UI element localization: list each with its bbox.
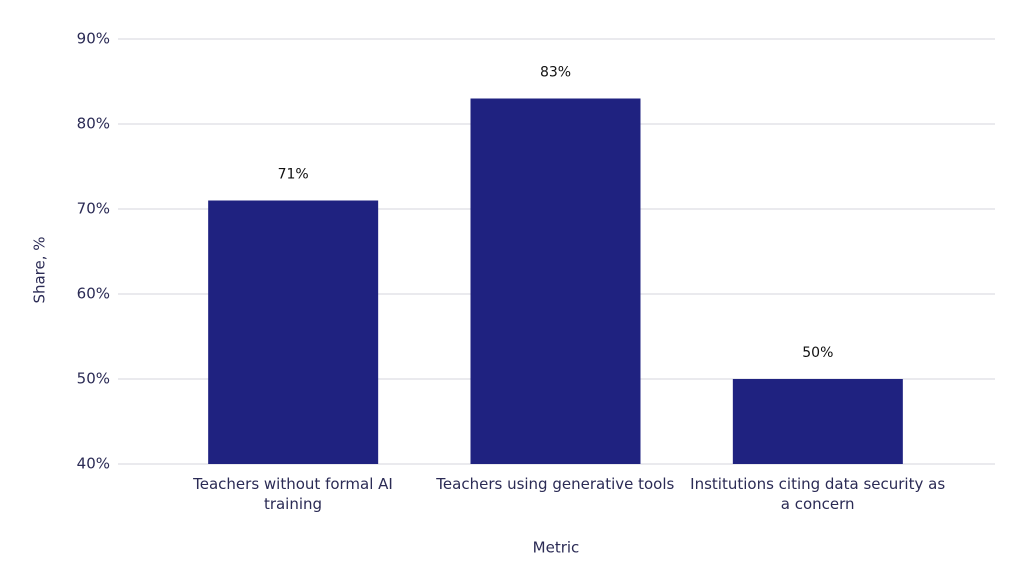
y-axis-label: Share, % [31,236,49,303]
y-tick-label: 50% [77,370,110,388]
x-tick-label: Teachers using generative tools [436,475,675,493]
y-tick-label: 80% [77,115,110,133]
bar [732,379,903,464]
bar [470,98,641,464]
data-label: 71% [278,167,309,183]
data-label: 50% [802,345,833,361]
x-tick-label: Teachers without formal AI training [193,475,393,513]
x-tick-label: Institutions citing data security as a c… [690,475,946,513]
y-tick-label: 40% [77,455,110,473]
y-tick-label: 70% [77,200,110,218]
y-tick-label: 90% [77,30,110,48]
x-axis-label: Metric [533,539,580,557]
y-tick-label: 60% [77,285,110,303]
data-label: 83% [540,65,571,81]
bar [208,200,379,464]
